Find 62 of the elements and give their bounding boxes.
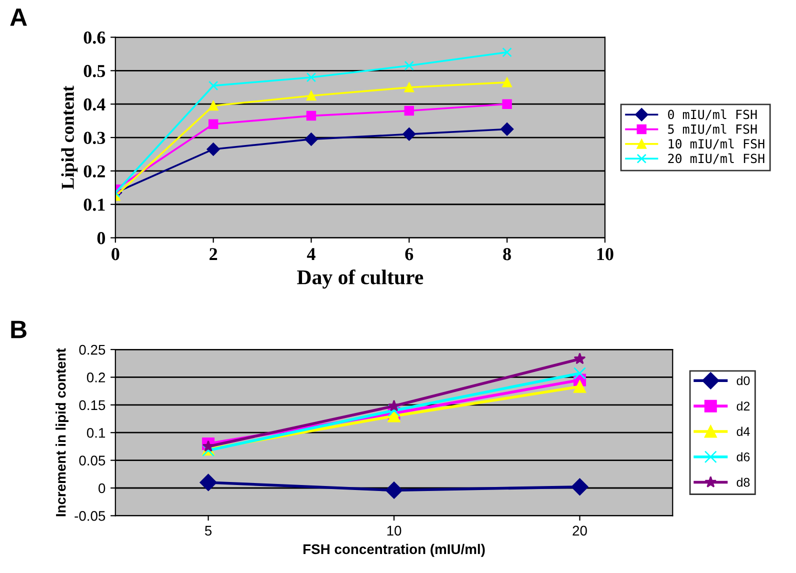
point bbox=[200, 474, 217, 492]
legend-label: 0 mIU/ml FSH bbox=[668, 109, 757, 120]
point bbox=[402, 128, 416, 141]
y-tick-label: 0.05 bbox=[79, 456, 106, 466]
point bbox=[502, 99, 512, 109]
point bbox=[306, 90, 316, 101]
point bbox=[500, 122, 514, 136]
x-tick-label: 10 bbox=[387, 526, 402, 536]
point bbox=[306, 110, 316, 121]
y-axis-title: Lipid content bbox=[61, 86, 78, 190]
legend-label: 5 mIU/ml FSH bbox=[668, 124, 757, 135]
x-axis-title: FSH concentration (mIU/ml) bbox=[304, 544, 485, 557]
point bbox=[208, 100, 218, 111]
legend-label: d6 bbox=[736, 452, 750, 462]
y-tick-label: 0.6 bbox=[84, 32, 106, 44]
y-tick-label: 0.2 bbox=[86, 372, 105, 382]
y-tick-label: -0.05 bbox=[74, 511, 106, 521]
point bbox=[502, 78, 512, 88]
legend-label: 10 mIU/ml FSH bbox=[668, 138, 764, 150]
y-tick-label: 0 bbox=[98, 483, 106, 494]
x-tick-label: 0 bbox=[112, 248, 120, 260]
legend-label: 20 mIU/ml FSH bbox=[668, 153, 764, 164]
y-tick-label: 0.4 bbox=[84, 98, 106, 111]
x-tick-label: 2 bbox=[210, 248, 218, 260]
point bbox=[202, 440, 214, 452]
x-tick-label: 5 bbox=[204, 526, 212, 536]
y-tick-label: 0.1 bbox=[86, 428, 106, 438]
x-tick-label: 4 bbox=[306, 248, 316, 260]
x-tick-label: 20 bbox=[572, 526, 587, 536]
x-tick-label: 6 bbox=[405, 248, 414, 260]
point bbox=[388, 404, 400, 417]
y-tick-label: 0.25 bbox=[79, 344, 106, 355]
y-axis-title: Increment in lipid content bbox=[56, 348, 68, 516]
x-tick-label: 8 bbox=[503, 248, 511, 260]
x-axis-title: Day of culture bbox=[297, 269, 424, 289]
y-tick-label: 0 bbox=[97, 232, 106, 244]
chart-title: B bbox=[11, 320, 26, 338]
legend-label: d4 bbox=[736, 426, 750, 436]
point bbox=[306, 72, 316, 82]
legend-label: d0 bbox=[736, 376, 750, 386]
y-tick-label: 0.15 bbox=[79, 400, 106, 410]
legend-label: d2 bbox=[736, 401, 750, 411]
legend-label: d8 bbox=[736, 478, 750, 487]
point bbox=[574, 352, 586, 364]
point bbox=[502, 47, 512, 58]
point bbox=[574, 367, 586, 380]
point bbox=[404, 82, 414, 92]
point bbox=[571, 478, 588, 496]
chart-title: A bbox=[10, 8, 27, 26]
x-tick-label: 10 bbox=[597, 248, 614, 260]
point bbox=[385, 482, 403, 499]
point bbox=[574, 380, 586, 393]
point bbox=[404, 106, 414, 116]
y-tick-label: 0.2 bbox=[84, 165, 105, 178]
y-tick-label: 0.1 bbox=[84, 198, 105, 211]
point bbox=[404, 60, 414, 71]
y-tick-label: 0.5 bbox=[84, 64, 106, 78]
point bbox=[206, 142, 220, 156]
point bbox=[208, 119, 218, 130]
point bbox=[304, 132, 318, 146]
point bbox=[208, 80, 218, 91]
y-tick-label: 0.3 bbox=[84, 132, 106, 144]
